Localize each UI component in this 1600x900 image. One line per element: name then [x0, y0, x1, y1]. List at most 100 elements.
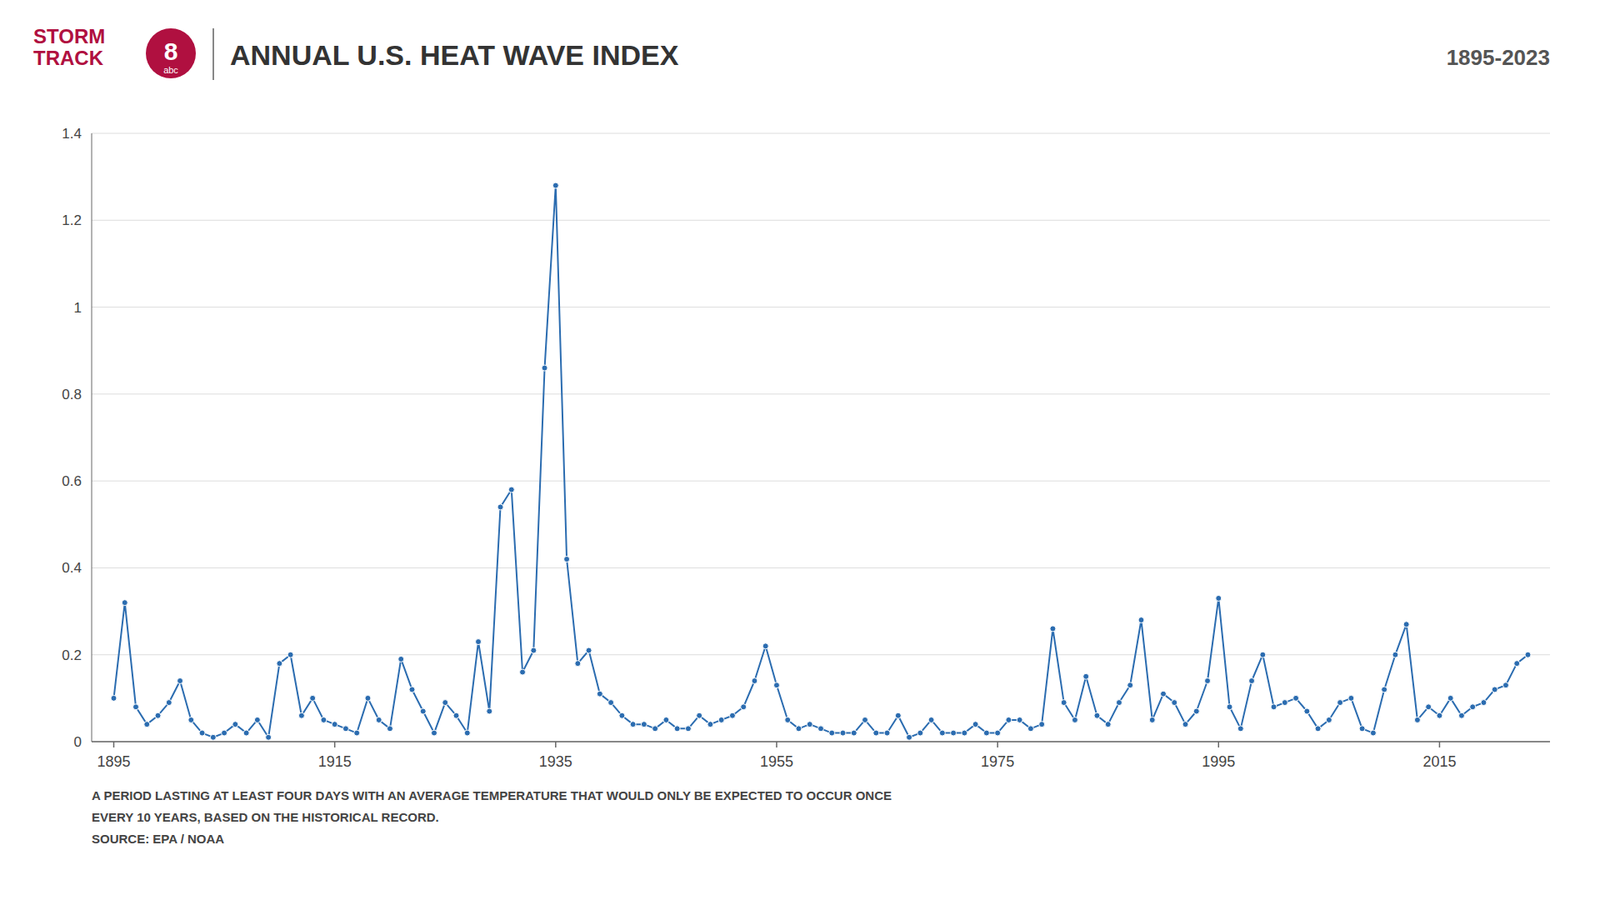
- data-point: [1050, 625, 1056, 632]
- data-point: [564, 556, 570, 563]
- separator: [212, 28, 215, 80]
- y-tick-label: 0: [74, 734, 82, 750]
- data-point: [1325, 716, 1332, 723]
- grid-line: [91, 133, 1550, 135]
- x-tick-label: 1915: [318, 753, 352, 770]
- data-point: [375, 716, 382, 723]
- data-point: [1491, 686, 1498, 693]
- data-point: [1005, 716, 1012, 723]
- data-point: [983, 730, 990, 736]
- data-point: [729, 712, 735, 719]
- grid-line: [91, 480, 1550, 482]
- data-point: [1447, 695, 1454, 701]
- data-point: [1337, 700, 1344, 706]
- data-point: [696, 712, 703, 719]
- data-point: [310, 695, 316, 701]
- data-point: [1392, 651, 1399, 658]
- data-point: [1348, 695, 1355, 701]
- data-point: [619, 712, 625, 719]
- data-point: [795, 725, 802, 732]
- footnote: EVERY 10 YEARS, BASED ON THE HISTORICAL …: [91, 810, 440, 825]
- grid-line: [91, 654, 1550, 655]
- x-tick-label: 1995: [1201, 753, 1235, 770]
- data-point: [165, 700, 172, 706]
- data-point: [497, 504, 504, 510]
- data-point: [1193, 708, 1200, 715]
- data-point: [530, 647, 537, 654]
- data-point: [354, 730, 360, 736]
- data-point: [110, 695, 117, 701]
- data-point: [398, 655, 405, 662]
- data-point: [1215, 595, 1222, 601]
- footnote: A PERIOD LASTING AT LEAST FOUR DAYS WITH…: [91, 788, 892, 803]
- data-point: [1149, 716, 1155, 723]
- y-tick-label: 1.4: [61, 125, 82, 142]
- footer: A PERIOD LASTING AT LEAST FOUR DAYS WITH…: [91, 788, 892, 846]
- y-tick-label: 0.2: [61, 647, 82, 664]
- data-point: [464, 730, 470, 736]
- x-tick-label: 1895: [96, 753, 130, 770]
- data-point: [873, 730, 880, 736]
- data-point: [1480, 700, 1487, 706]
- data-point: [630, 721, 636, 728]
- data-point: [906, 734, 913, 740]
- logo-text: STORMTRACK: [33, 25, 105, 70]
- data-point: [420, 708, 426, 715]
- data-point: [1315, 725, 1321, 732]
- x-axis-line: [91, 740, 1550, 743]
- data-point: [1237, 725, 1244, 732]
- data-point: [1304, 708, 1310, 715]
- data-point: [1160, 690, 1166, 697]
- x-tick: [113, 741, 115, 748]
- data-point: [1370, 730, 1376, 736]
- data-point: [850, 730, 857, 736]
- data-point: [365, 695, 371, 701]
- data-point: [386, 725, 393, 732]
- axes: 00.20.40.60.811.21.418951915193519551975…: [61, 125, 1550, 770]
- data-point: [785, 716, 791, 723]
- data-point: [442, 700, 449, 706]
- data-point: [685, 725, 691, 732]
- data-point: [320, 716, 327, 723]
- data-point: [409, 686, 415, 693]
- logo-line: TRACK: [33, 46, 105, 70]
- data-point: [1359, 725, 1365, 732]
- grid-line: [91, 741, 1550, 743]
- data-point: [751, 678, 758, 685]
- x-tick: [555, 741, 557, 748]
- data-point: [287, 651, 294, 658]
- data-point: [917, 730, 924, 736]
- data-point: [1115, 700, 1122, 706]
- data-point: [232, 721, 239, 728]
- footnote: SOURCE: EPA / NOAA: [91, 831, 225, 846]
- logo-number: 8: [164, 37, 179, 65]
- data-point: [928, 716, 935, 723]
- data-point: [862, 716, 869, 723]
- data-point: [133, 704, 140, 710]
- y-tick-label: 1: [74, 300, 82, 316]
- data-point: [552, 182, 559, 189]
- data-point: [1094, 712, 1100, 719]
- data-point: [674, 725, 680, 732]
- x-tick-label: 1955: [760, 753, 794, 770]
- x-tick-label: 2015: [1422, 753, 1456, 770]
- title: ANNUAL U.S. HEAT WAVE INDEX: [230, 39, 680, 71]
- data-point: [1502, 682, 1509, 689]
- y-tick-label: 0.6: [61, 473, 82, 490]
- data-point: [331, 721, 338, 728]
- data-point: [508, 486, 515, 493]
- data-point: [1027, 725, 1034, 732]
- data-point: [1403, 621, 1410, 628]
- y-axis-line: [91, 133, 93, 742]
- x-tick: [996, 741, 999, 748]
- x-tick-label: 1935: [539, 753, 573, 770]
- data-point: [939, 730, 945, 736]
- data-point: [1016, 716, 1023, 723]
- data-point: [773, 682, 780, 689]
- header: STORMTRACK8abcANNUAL U.S. HEAT WAVE INDE…: [33, 25, 1550, 80]
- data-point: [453, 712, 460, 719]
- data-point: [265, 734, 272, 740]
- grid-line: [91, 220, 1550, 221]
- data-point: [1270, 704, 1277, 710]
- data-point: [818, 725, 825, 732]
